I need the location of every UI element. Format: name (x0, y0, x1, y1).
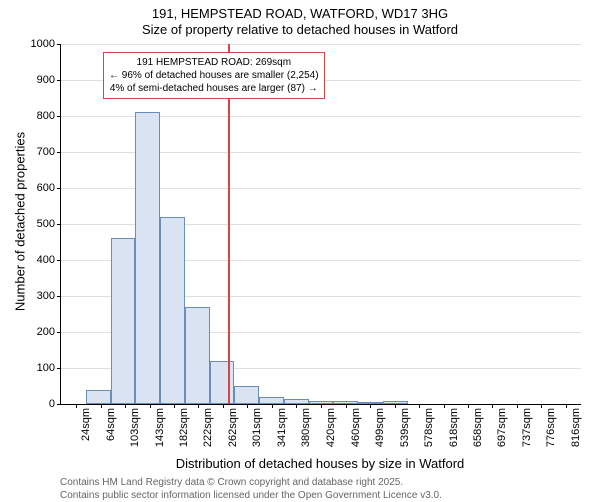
x-tick-mark (321, 404, 322, 408)
x-tick-mark (174, 404, 175, 408)
x-tick-label: 420sqm (325, 408, 337, 447)
x-tick-mark (468, 404, 469, 408)
x-tick-mark (541, 404, 542, 408)
histogram-bar (259, 397, 284, 404)
y-tick-mark (57, 332, 61, 333)
plot-area: 0100200300400500600700800900100024sqm64s… (60, 44, 581, 405)
histogram-bar (160, 217, 185, 404)
annotation-line: ← 96% of detached houses are smaller (2,… (109, 69, 319, 82)
x-tick-mark (125, 404, 126, 408)
histogram-bar (185, 307, 210, 404)
y-tick-label: 300 (37, 290, 55, 302)
property-size-chart: 191, HEMPSTEAD ROAD, WATFORD, WD17 3HG S… (0, 0, 600, 500)
x-tick-mark (101, 404, 102, 408)
x-tick-label: 658sqm (472, 408, 484, 447)
annotation-box: 191 HEMPSTEAD ROAD: 269sqm← 96% of detac… (103, 52, 325, 99)
histogram-bar (210, 361, 235, 404)
y-tick-label: 700 (37, 146, 55, 158)
y-axis-label: Number of detached properties (13, 122, 28, 322)
x-tick-label: 539sqm (399, 408, 411, 447)
x-tick-label: 618sqm (448, 408, 460, 447)
y-tick-label: 200 (37, 326, 55, 338)
x-tick-mark (444, 404, 445, 408)
x-tick-label: 737sqm (521, 408, 533, 447)
x-tick-label: 143sqm (154, 408, 166, 447)
y-tick-label: 100 (37, 362, 55, 374)
x-tick-mark (517, 404, 518, 408)
y-tick-mark (57, 116, 61, 117)
x-tick-label: 499sqm (374, 408, 386, 447)
x-tick-label: 380sqm (300, 408, 312, 447)
x-tick-mark (492, 404, 493, 408)
histogram-bar (234, 386, 259, 404)
x-tick-mark (76, 404, 77, 408)
y-tick-mark (57, 188, 61, 189)
y-tick-label: 900 (37, 74, 55, 86)
x-tick-mark (296, 404, 297, 408)
x-tick-label: 341sqm (276, 408, 288, 447)
histogram-bar (111, 238, 136, 404)
y-tick-label: 500 (37, 218, 55, 230)
x-tick-label: 776sqm (545, 408, 557, 447)
y-tick-label: 800 (37, 110, 55, 122)
y-tick-mark (57, 404, 61, 405)
gridline (61, 44, 581, 45)
annotation-line: 191 HEMPSTEAD ROAD: 269sqm (109, 56, 319, 69)
y-tick-label: 600 (37, 182, 55, 194)
x-tick-mark (150, 404, 151, 408)
x-tick-label: 222sqm (202, 408, 214, 447)
y-tick-mark (57, 224, 61, 225)
y-tick-mark (57, 44, 61, 45)
x-tick-mark (566, 404, 567, 408)
chart-footer: Contains HM Land Registry data © Crown c… (60, 476, 442, 502)
histogram-bar (86, 390, 111, 404)
x-tick-label: 578sqm (423, 408, 435, 447)
y-tick-mark (57, 368, 61, 369)
chart-title-main: 191, HEMPSTEAD ROAD, WATFORD, WD17 3HG (0, 6, 600, 21)
x-tick-label: 182sqm (178, 408, 190, 447)
y-tick-mark (57, 80, 61, 81)
x-tick-mark (247, 404, 248, 408)
x-tick-label: 24sqm (80, 408, 92, 441)
y-tick-mark (57, 260, 61, 261)
chart-title-sub: Size of property relative to detached ho… (0, 22, 600, 37)
y-tick-label: 400 (37, 254, 55, 266)
annotation-line: 4% of semi-detached houses are larger (8… (109, 82, 319, 95)
x-tick-mark (395, 404, 396, 408)
x-tick-label: 301sqm (251, 408, 263, 447)
x-tick-mark (198, 404, 199, 408)
histogram-bar (135, 112, 160, 404)
y-tick-label: 1000 (31, 38, 55, 50)
x-tick-mark (370, 404, 371, 408)
x-tick-mark (272, 404, 273, 408)
x-tick-label: 103sqm (129, 408, 141, 447)
y-tick-mark (57, 296, 61, 297)
y-tick-label: 0 (49, 398, 55, 410)
x-tick-label: 460sqm (350, 408, 362, 447)
x-tick-mark (419, 404, 420, 408)
x-tick-mark (223, 404, 224, 408)
y-tick-mark (57, 152, 61, 153)
footer-line-1: Contains HM Land Registry data © Crown c… (60, 476, 442, 489)
x-tick-label: 64sqm (105, 408, 117, 441)
x-tick-label: 262sqm (227, 408, 239, 447)
x-axis-label: Distribution of detached houses by size … (60, 456, 580, 471)
x-tick-label: 816sqm (570, 408, 582, 447)
x-tick-label: 697sqm (496, 408, 508, 447)
footer-line-2: Contains public sector information licen… (60, 489, 442, 502)
x-tick-mark (346, 404, 347, 408)
